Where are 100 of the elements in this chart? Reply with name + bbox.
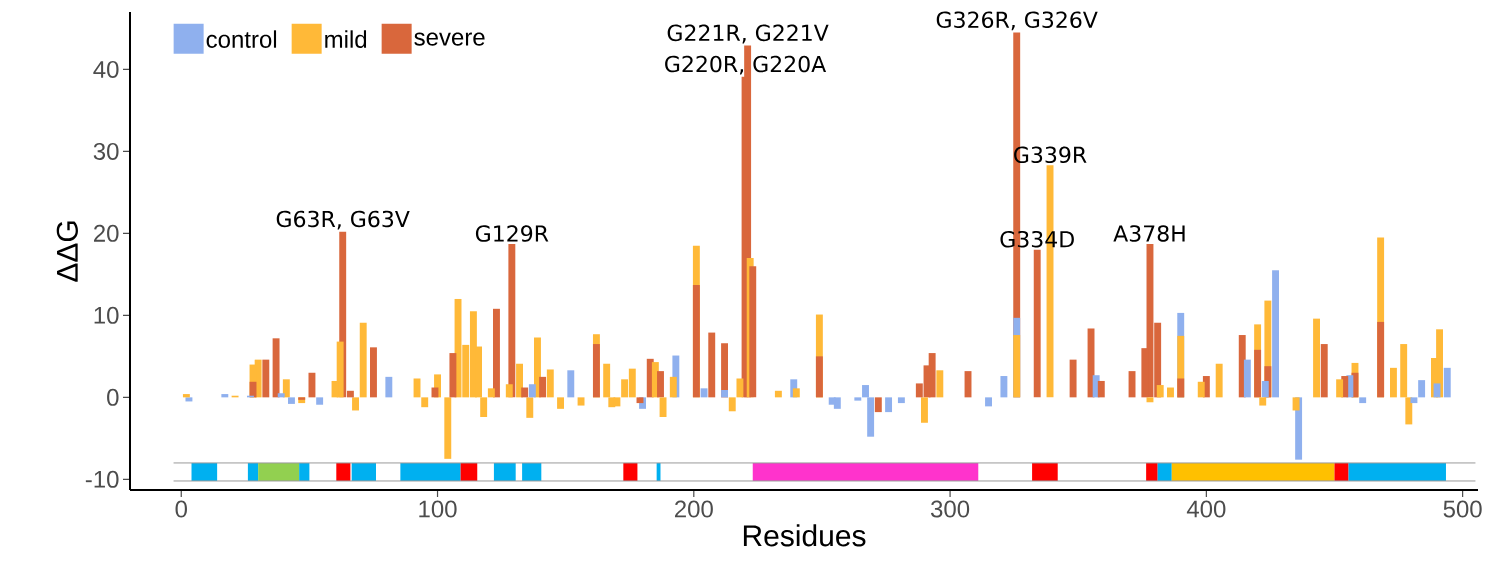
bar [692, 285, 700, 398]
bar [557, 397, 564, 409]
bar [277, 393, 285, 398]
bar [659, 397, 667, 418]
bar [487, 388, 495, 398]
bar [736, 378, 744, 398]
bar [1320, 344, 1328, 398]
bar [669, 376, 677, 398]
bar [316, 397, 324, 405]
bar [1261, 380, 1269, 398]
bar [854, 397, 862, 401]
bar [1069, 359, 1077, 398]
bar [1377, 321, 1385, 398]
y-tick-label: 0 [107, 388, 119, 406]
bar [1443, 367, 1451, 398]
bar [721, 389, 729, 398]
annotation: G63R, G63V [276, 210, 410, 230]
bar [528, 384, 536, 398]
bar [728, 397, 736, 412]
bar [874, 397, 882, 413]
bar [444, 397, 452, 459]
y-tick-label: 20 [93, 224, 119, 242]
bar [505, 384, 513, 398]
bar [359, 322, 367, 398]
bar [885, 397, 893, 413]
bar [1292, 397, 1300, 411]
bar [1243, 359, 1251, 398]
x-tick-label: 0 [175, 500, 187, 518]
bar [1033, 249, 1041, 398]
bar [1336, 379, 1344, 398]
bar [897, 397, 905, 404]
annotation: G129R [475, 225, 549, 242]
bar [985, 397, 992, 407]
legend-label: mild [325, 30, 367, 48]
bar [1167, 387, 1174, 398]
y-axis-title: ΔΔG [56, 221, 78, 282]
bar [936, 370, 944, 398]
bar [567, 370, 575, 398]
y-tick-label: -10 [85, 470, 119, 488]
bar [1177, 378, 1185, 398]
bar [546, 369, 554, 398]
bar [1215, 363, 1223, 398]
bar [385, 376, 393, 398]
bar [449, 353, 457, 398]
bar [539, 376, 547, 398]
x-tick-label: 200 [674, 500, 713, 518]
bar [792, 388, 800, 398]
x-tick-label: 400 [1186, 500, 1226, 518]
annotation: G221R, G221V [667, 24, 829, 44]
bar [493, 308, 500, 398]
bar [1197, 381, 1205, 398]
annotation: A378H [1113, 225, 1185, 242]
annotation: G220R, G220A [665, 55, 827, 75]
bar [352, 397, 359, 411]
bar [774, 390, 782, 398]
bar [1410, 397, 1418, 404]
bar [185, 397, 193, 402]
bar [1013, 335, 1021, 398]
bar [657, 371, 664, 398]
bar [577, 397, 585, 406]
bar [308, 372, 316, 398]
bar [1254, 349, 1262, 398]
bar [221, 394, 229, 398]
bar [1156, 385, 1164, 398]
bar [282, 379, 290, 398]
bar [287, 397, 295, 404]
bar [700, 388, 708, 398]
bar [526, 397, 534, 418]
bar [815, 356, 823, 398]
bar [1259, 397, 1267, 406]
bar [749, 266, 757, 398]
annotation: G326R, G326V [936, 11, 1098, 31]
y-tick-label: 10 [94, 306, 119, 324]
bar [920, 397, 928, 423]
bar [592, 344, 600, 398]
bar [336, 341, 344, 398]
bar [262, 359, 270, 398]
bar [1359, 397, 1367, 404]
legend-label: severe [414, 32, 485, 46]
bar [298, 397, 306, 400]
x-axis-title: Residues [743, 524, 866, 547]
bar [1272, 270, 1280, 398]
bar [1389, 367, 1397, 398]
bar [521, 387, 529, 398]
bar [272, 338, 280, 398]
x-tick-label: 300 [930, 500, 970, 518]
bar [182, 394, 190, 398]
bar [1097, 380, 1105, 398]
bar [1418, 380, 1426, 398]
y-tick-label: 30 [93, 142, 119, 160]
bar [516, 363, 523, 398]
bar [1000, 376, 1008, 398]
bar [708, 332, 716, 398]
bar [636, 397, 644, 404]
legend-label: control [206, 30, 277, 48]
bar [421, 397, 429, 408]
x-tick-label: 100 [419, 500, 457, 518]
bar [508, 244, 516, 398]
x-tick-label: 500 [1443, 500, 1482, 518]
bar [370, 347, 377, 398]
